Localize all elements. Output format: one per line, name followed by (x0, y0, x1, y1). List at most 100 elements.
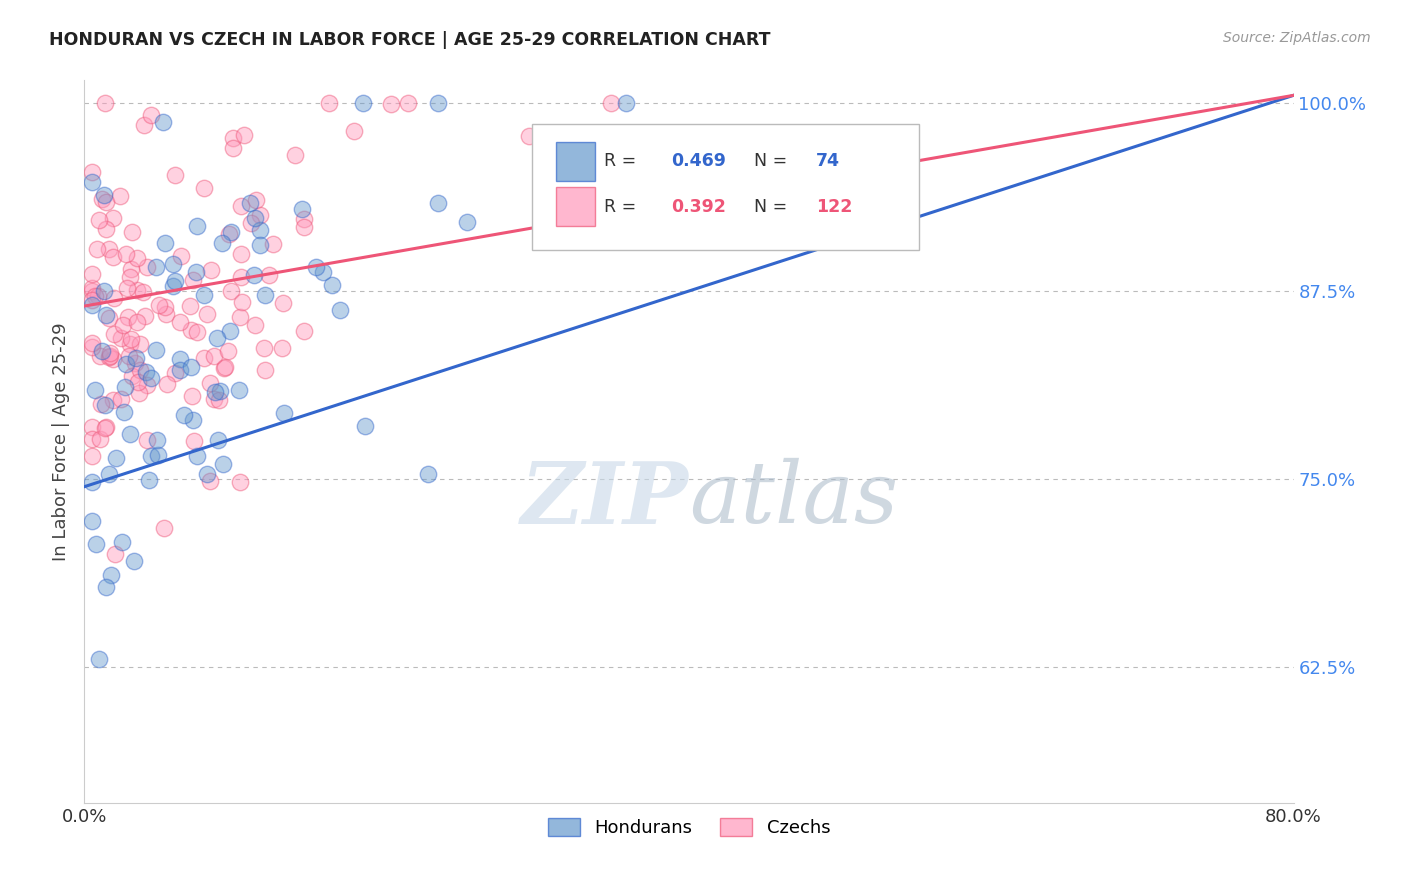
Point (153, 521, 176, 535)
Point (173, 408, 195, 422)
Point (614, 95, 637, 110)
Point (186, 219, 208, 234)
Point (193, 351, 215, 366)
Text: N =: N = (744, 198, 793, 216)
Point (84, 383, 107, 397)
Point (120, 337, 142, 351)
Point (170, 249, 193, 263)
Point (427, 95, 450, 110)
Point (90, 344, 112, 359)
Point (211, 457, 233, 471)
Point (284, 148, 307, 162)
Text: 122: 122 (815, 198, 852, 216)
Point (84, 537, 107, 551)
Point (195, 307, 218, 321)
Point (98, 349, 121, 363)
Point (197, 467, 219, 481)
Point (218, 227, 240, 242)
Point (214, 359, 236, 374)
Point (80, 175, 103, 189)
Text: HONDURAN VS CZECH IN LABOR FORCE | AGE 25-29 CORRELATION CHART: HONDURAN VS CZECH IN LABOR FORCE | AGE 2… (49, 31, 770, 49)
Point (96, 580, 118, 594)
Point (183, 434, 205, 449)
Point (89, 349, 111, 363)
Point (104, 547, 127, 561)
Point (94, 398, 117, 412)
Point (98, 345, 121, 359)
Point (80, 336, 103, 351)
Point (245, 193, 267, 207)
Point (193, 181, 215, 195)
Text: 0.469: 0.469 (671, 153, 725, 170)
Point (135, 365, 157, 379)
Point (228, 310, 250, 324)
Point (456, 215, 478, 229)
Point (94, 222, 117, 236)
Point (87, 213, 110, 227)
Y-axis label: In Labor Force | Age 25-29: In Labor Force | Age 25-29 (52, 322, 70, 561)
Text: 74: 74 (815, 153, 839, 170)
Point (426, 196, 449, 211)
Point (135, 378, 157, 392)
Point (208, 392, 231, 407)
Point (198, 376, 221, 391)
Point (219, 285, 242, 299)
Point (89, 432, 111, 446)
Point (80, 267, 103, 281)
Point (312, 265, 335, 279)
Point (80, 450, 103, 464)
Point (343, 124, 366, 138)
Point (96, 194, 118, 209)
Point (127, 375, 149, 389)
Point (125, 283, 148, 297)
Point (115, 281, 138, 295)
Point (200, 263, 222, 277)
Point (186, 265, 208, 279)
Point (202, 350, 225, 364)
Point (80, 475, 103, 490)
Point (165, 169, 187, 183)
Point (80, 432, 103, 446)
Point (110, 331, 132, 345)
Point (229, 475, 252, 489)
Point (100, 567, 122, 582)
Text: N =: N = (744, 153, 793, 170)
Point (141, 371, 163, 385)
Point (219, 225, 242, 239)
Point (231, 269, 253, 284)
Point (98, 310, 121, 325)
Point (136, 433, 159, 447)
Point (204, 384, 226, 399)
Point (87, 652, 110, 666)
Point (94, 95, 117, 110)
Point (292, 220, 315, 235)
Point (205, 331, 228, 345)
Point (243, 268, 266, 282)
Point (134, 310, 156, 324)
Point (103, 352, 125, 367)
Point (211, 236, 233, 251)
Point (270, 341, 292, 355)
Point (219, 324, 242, 338)
Point (193, 288, 215, 302)
Point (202, 392, 225, 406)
Point (318, 95, 340, 110)
Point (249, 238, 271, 252)
Point (135, 260, 157, 275)
Point (231, 199, 253, 213)
Point (239, 196, 262, 211)
Point (517, 129, 540, 144)
Point (153, 235, 176, 250)
Point (418, 467, 440, 482)
Point (212, 361, 235, 376)
Point (129, 337, 152, 351)
Point (222, 141, 245, 155)
Point (249, 222, 271, 236)
Point (97, 467, 120, 481)
Point (101, 211, 124, 225)
Point (134, 119, 156, 133)
Point (243, 318, 266, 333)
Point (145, 433, 167, 447)
Text: R =: R = (605, 198, 643, 216)
FancyBboxPatch shape (531, 124, 918, 250)
